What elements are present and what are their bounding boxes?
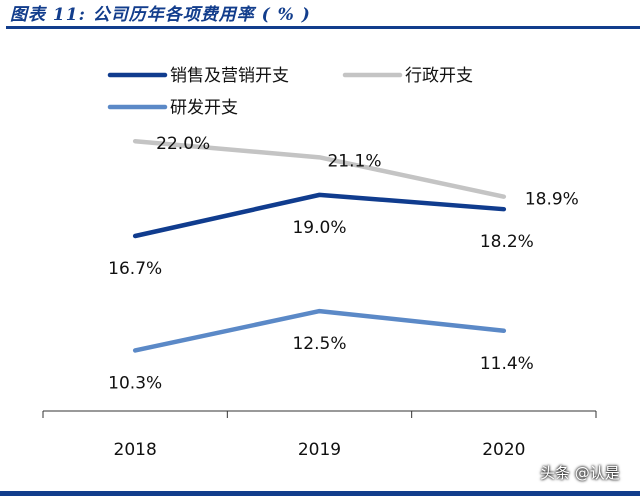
bottom-divider <box>0 491 640 496</box>
watermark: 头条 @认是 <box>540 464 620 482</box>
series-line-2 <box>132 138 507 199</box>
title-divider <box>6 26 640 29</box>
x-tick-label: 2019 <box>298 440 341 460</box>
figure-header: 图表 11: 公司历年各项费用率 ( % ) <box>0 0 640 29</box>
series-line-1 <box>132 192 507 239</box>
figure-title: 图表 11: 公司历年各项费用率 ( % ) <box>10 5 311 25</box>
x-tick-label: 2018 <box>114 440 157 460</box>
data-label: 18.2% <box>480 232 534 252</box>
data-label: 19.0% <box>292 218 346 238</box>
series-line-3 <box>132 308 507 353</box>
legend-label-2: 行政开支 <box>405 66 473 86</box>
data-label: 22.0% <box>156 134 210 154</box>
legend-label-3: 研发开支 <box>170 98 238 118</box>
legend-label-1: 销售及营销开支 <box>170 66 289 86</box>
data-label: 16.7% <box>108 259 162 279</box>
data-label: 11.4% <box>480 354 534 374</box>
x-tick-label: 2020 <box>482 440 525 460</box>
data-label: 18.9% <box>525 190 579 210</box>
data-label: 10.3% <box>108 373 162 393</box>
data-label: 21.1% <box>327 151 381 171</box>
data-label: 12.5% <box>292 334 346 354</box>
